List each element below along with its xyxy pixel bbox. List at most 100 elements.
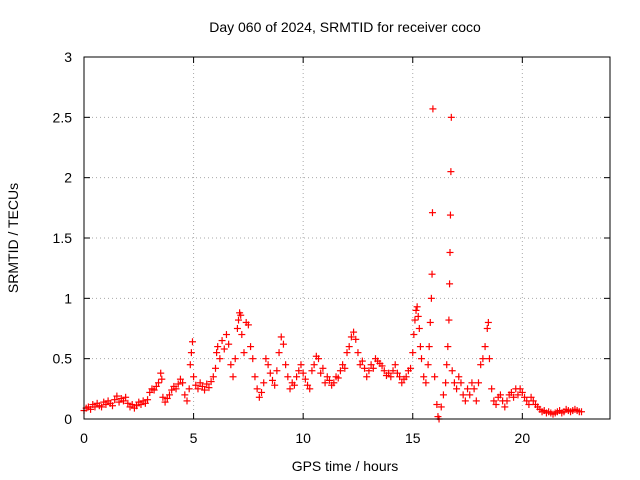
- data-point: [185, 385, 193, 393]
- data-point: [385, 369, 393, 377]
- data-point: [443, 361, 451, 369]
- x-tick-label: 10: [295, 430, 311, 446]
- data-point: [308, 367, 316, 375]
- data-point: [529, 397, 537, 405]
- data-point: [255, 393, 263, 401]
- data-point: [203, 380, 211, 388]
- data-point: [271, 381, 279, 389]
- data-point: [446, 280, 454, 288]
- data-point: [319, 364, 327, 372]
- data-point: [510, 393, 518, 401]
- data-point: [122, 393, 130, 401]
- data-point: [310, 361, 318, 369]
- data-point: [398, 379, 406, 387]
- data-point: [279, 340, 287, 348]
- data-point: [407, 364, 415, 372]
- data-point: [113, 392, 121, 400]
- data-point: [192, 381, 200, 389]
- data-point: [479, 355, 487, 363]
- data-point: [343, 349, 351, 357]
- data-point: [323, 373, 331, 381]
- data-point: [315, 355, 323, 363]
- data-point: [496, 391, 504, 399]
- data-point: [391, 361, 399, 369]
- data-point: [466, 391, 474, 399]
- data-point: [369, 364, 377, 372]
- data-point: [163, 394, 171, 402]
- data-point: [299, 369, 307, 377]
- data-point: [420, 373, 428, 381]
- data-point: [516, 385, 524, 393]
- data-point: [181, 391, 189, 399]
- data-point: [347, 333, 355, 341]
- data-point: [477, 361, 485, 369]
- data-point: [119, 397, 127, 405]
- data-point: [413, 303, 421, 311]
- data-point: [295, 367, 303, 375]
- data-point: [194, 385, 202, 393]
- data-point: [225, 340, 233, 348]
- data-point: [380, 367, 388, 375]
- data-point: [444, 343, 452, 351]
- data-point: [253, 385, 261, 393]
- data-point: [367, 361, 375, 369]
- data-point: [336, 367, 344, 375]
- data-point: [431, 373, 439, 381]
- data-point: [209, 373, 217, 381]
- data-point: [339, 361, 347, 369]
- data-point: [213, 349, 221, 357]
- data-point: [501, 403, 509, 411]
- y-tick-label: 2.5: [53, 109, 73, 125]
- grid: [84, 57, 610, 419]
- data-point: [111, 396, 119, 404]
- data-point: [222, 331, 230, 339]
- data-point: [172, 385, 180, 393]
- data-point: [393, 369, 401, 377]
- data-point: [168, 386, 176, 394]
- data-point: [179, 379, 187, 387]
- data-point: [492, 401, 500, 409]
- x-tick-label: 15: [405, 430, 421, 446]
- data-point: [387, 373, 395, 381]
- data-point: [429, 105, 437, 113]
- data-point: [216, 355, 224, 363]
- data-point: [198, 382, 206, 390]
- data-point: [196, 379, 204, 387]
- data-point: [457, 379, 465, 387]
- chart-title: Day 060 of 2024, SRMTID for receiver coc…: [209, 19, 481, 35]
- data-point: [124, 399, 132, 407]
- data-point: [361, 364, 369, 372]
- data-point: [155, 379, 163, 387]
- data-point: [258, 388, 266, 396]
- data-point: [428, 209, 436, 217]
- data-point: [304, 381, 312, 389]
- data-point: [235, 316, 243, 324]
- data-point: [447, 113, 455, 121]
- data-point: [450, 379, 458, 387]
- data-point: [448, 367, 456, 375]
- data-point: [133, 402, 141, 410]
- data-point: [186, 361, 194, 369]
- data-point: [161, 398, 169, 406]
- data-point: [251, 373, 259, 381]
- data-point: [455, 373, 463, 381]
- data-point: [402, 373, 410, 381]
- data-point: [212, 364, 219, 372]
- data-point: [330, 379, 338, 387]
- data-point: [301, 375, 309, 383]
- data-point: [141, 399, 149, 407]
- data-point: [418, 355, 426, 363]
- plot-frame: [83, 56, 611, 420]
- data-point: [91, 403, 99, 411]
- data-point: [190, 373, 198, 381]
- data-point: [410, 331, 418, 339]
- data-point: [188, 338, 196, 346]
- data-point: [363, 373, 371, 381]
- data-point: [293, 373, 301, 381]
- data-point: [264, 361, 272, 369]
- data-point: [475, 379, 482, 387]
- data-point: [277, 333, 285, 341]
- data-point: [485, 355, 493, 363]
- data-point: [108, 402, 116, 410]
- data-point: [488, 385, 496, 393]
